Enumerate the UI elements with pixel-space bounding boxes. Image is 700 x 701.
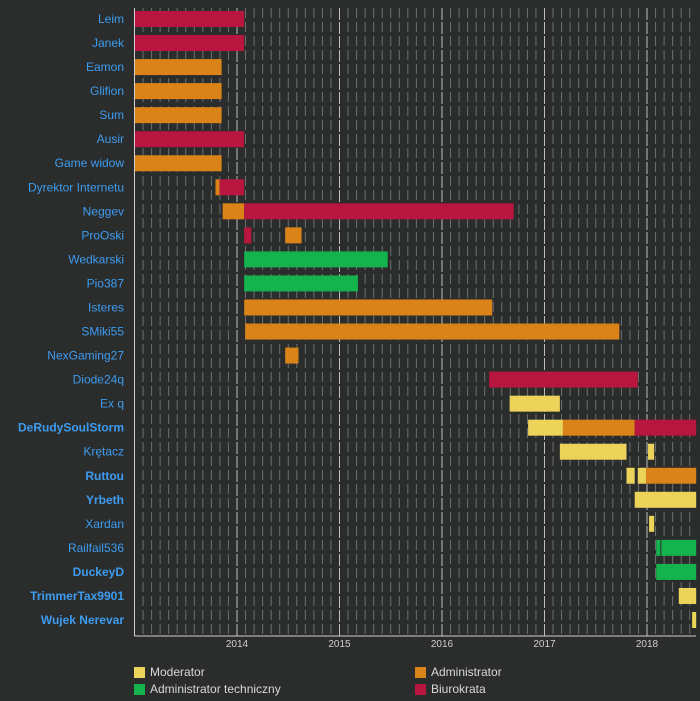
legend-swatch — [415, 666, 426, 678]
bar-bureau — [219, 179, 245, 196]
bar-mod — [637, 467, 646, 484]
bar-tech — [244, 275, 358, 292]
bar-tech — [244, 251, 388, 268]
row-label[interactable]: Xardan — [85, 517, 124, 531]
legend-item-tech[interactable]: Administrator techniczny — [134, 682, 281, 696]
bar-bureau — [134, 35, 245, 52]
bar-tech — [656, 539, 661, 556]
row-label[interactable]: Leim — [98, 12, 124, 26]
row-label[interactable]: Sum — [99, 108, 124, 122]
bar-admin — [245, 323, 620, 340]
legend-label: Biurokrata — [431, 682, 486, 696]
x-tick-label: 2018 — [636, 639, 659, 650]
row-label[interactable]: Railfail536 — [68, 541, 124, 555]
legend-swatch — [134, 666, 145, 678]
bar-mod — [634, 491, 697, 508]
grid — [142, 8, 691, 636]
row-label[interactable]: ProOski — [81, 228, 124, 242]
row-label[interactable]: Ruttou — [85, 469, 124, 483]
bar-admin — [562, 419, 635, 436]
x-tick-label: 2015 — [328, 639, 351, 650]
row-label[interactable]: Game widow — [55, 156, 125, 170]
x-tick-label: 2016 — [431, 639, 454, 650]
bar-tech — [656, 563, 697, 580]
bar-admin — [134, 107, 222, 124]
bar-admin — [285, 347, 299, 364]
row-label[interactable]: Wedkarski — [68, 252, 124, 266]
x-axis: 2014 2015 2016 2017 2018 — [134, 8, 696, 650]
bar-mod — [678, 587, 697, 604]
legend-label: Administrator techniczny — [150, 682, 281, 696]
bar-admin — [134, 83, 222, 100]
bar-bureau — [634, 419, 697, 436]
legend-item-mod[interactable]: Moderator — [134, 665, 205, 679]
legend-item-admin[interactable]: Administrator — [415, 665, 502, 679]
row-label[interactable]: TrimmerTax9901 — [30, 589, 124, 603]
bar-bureau — [134, 11, 245, 27]
bar-admin — [645, 467, 697, 484]
row-label[interactable]: Neggev — [83, 204, 124, 218]
bar-bureau — [244, 227, 252, 244]
x-tick-label: 2014 — [226, 639, 249, 650]
row-label[interactable]: Eamon — [86, 60, 124, 74]
row-label[interactable]: Ex q — [100, 397, 124, 411]
bar-bureau — [134, 131, 245, 148]
bar-admin — [215, 179, 220, 196]
row-label[interactable]: Wujek Nerevar — [41, 613, 124, 627]
bar-bureau — [489, 371, 638, 388]
legend-swatch — [134, 683, 145, 695]
row-label[interactable]: DeRudySoulStorm — [18, 421, 124, 435]
bars — [134, 11, 697, 628]
legend-swatch — [415, 683, 426, 695]
bar-admin — [285, 227, 302, 244]
row-label[interactable]: DuckeyD — [73, 565, 125, 579]
row-label[interactable]: NexGaming27 — [47, 349, 124, 363]
row-label[interactable]: Glifion — [90, 84, 124, 98]
bar-mod — [559, 443, 627, 460]
row-label[interactable]: Pio387 — [87, 276, 125, 290]
legend-label: Moderator — [150, 665, 205, 679]
bar-mod — [648, 443, 655, 460]
bar-mod — [649, 515, 655, 532]
bar-mod — [528, 419, 563, 436]
row-label[interactable]: Krętacz — [83, 445, 124, 459]
bar-mod — [509, 395, 560, 412]
row-label[interactable]: Janek — [92, 36, 125, 50]
row-labels: Leim Janek Eamon Glifion Sum Ausir Game widow D… — [18, 12, 125, 627]
bar-mod — [692, 612, 697, 628]
bar-admin — [134, 59, 222, 76]
legend-label: Administrator — [431, 665, 502, 679]
bar-admin — [244, 299, 493, 316]
bar-admin — [222, 203, 245, 220]
row-label[interactable]: Yrbeth — [86, 493, 124, 507]
row-label[interactable]: Dyrektor Internetu — [28, 180, 124, 194]
row-label[interactable]: SMiki55 — [81, 325, 124, 339]
row-label[interactable]: Ausir — [97, 132, 124, 146]
legend-item-bureau[interactable]: Biurokrata — [415, 682, 486, 696]
row-label[interactable]: Isteres — [88, 300, 124, 314]
bar-bureau — [244, 203, 514, 220]
bar-tech — [661, 539, 697, 556]
bar-admin — [134, 155, 222, 172]
x-tick-label: 2017 — [533, 639, 556, 650]
bar-mod — [626, 467, 635, 484]
row-label[interactable]: Diode24q — [73, 373, 124, 387]
